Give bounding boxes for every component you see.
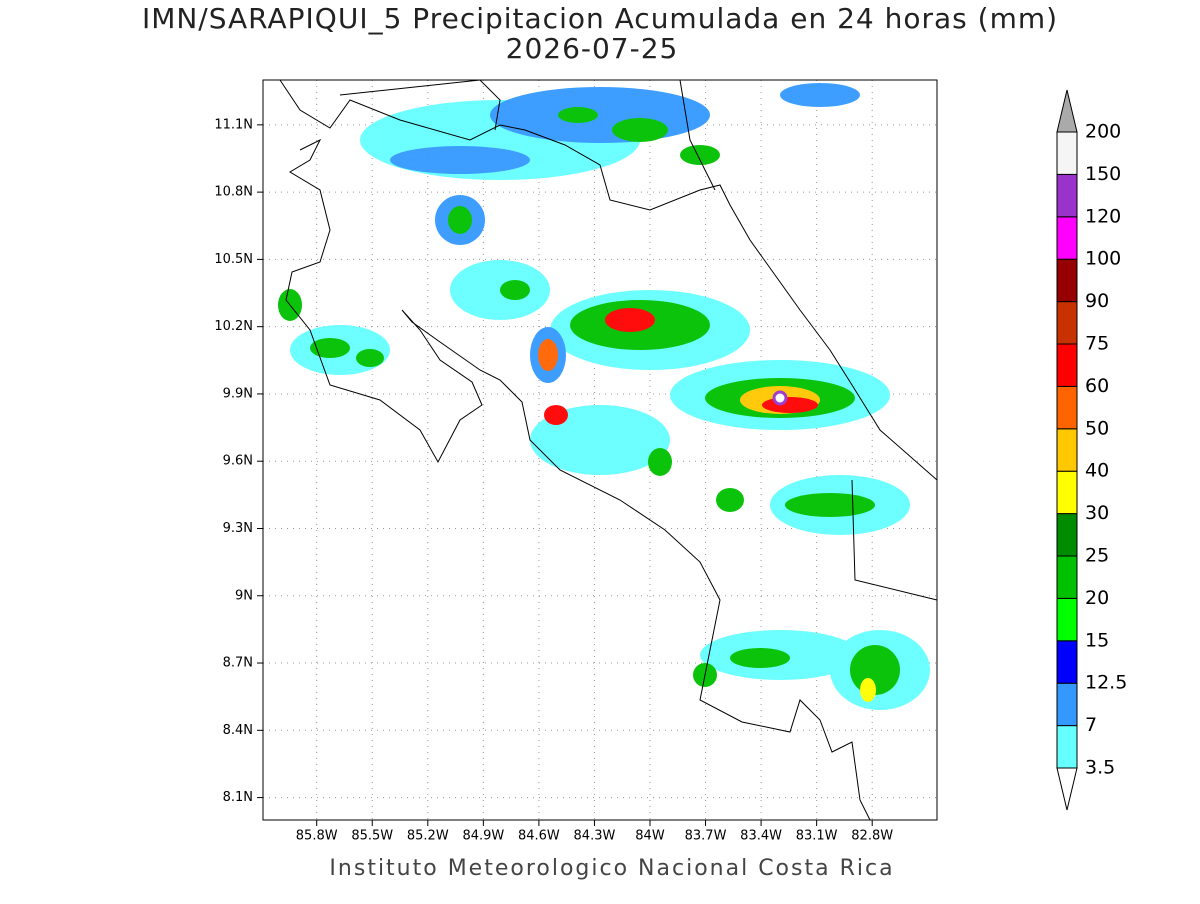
- rain-area: [605, 308, 655, 332]
- lat-label: 9.3N: [223, 521, 253, 536]
- colorbar: 3.5 7 12.5 15 20 25 30 40 50 60 75 90 100 120 150 200: [1056, 89, 1127, 811]
- border: [851, 479, 938, 601]
- rain-area: [356, 349, 384, 367]
- rain-area: [785, 493, 875, 517]
- precipitation: [278, 83, 930, 710]
- rain-area: [558, 107, 598, 123]
- coastline: [339, 79, 716, 191]
- rain-area: [716, 488, 744, 512]
- coastline: [285, 138, 871, 821]
- lon-label: 85.2W: [407, 829, 449, 844]
- coastline: [279, 79, 938, 481]
- lat-label: 10.8N: [214, 185, 253, 200]
- colorbar-box: [1056, 682, 1078, 727]
- rain-area: [448, 206, 472, 234]
- colorbar-label: 90: [1085, 290, 1109, 312]
- rain-area: [772, 390, 788, 406]
- lon-label: 84.6W: [518, 829, 560, 844]
- colorbar-box: [1056, 597, 1078, 642]
- rain-area: [612, 118, 668, 142]
- lat-label: 10.2N: [214, 319, 253, 334]
- colorbar-label: 30: [1085, 502, 1109, 524]
- lon-label: 83.1W: [796, 829, 838, 844]
- lon-label: 84.3W: [574, 829, 616, 844]
- colorbar-box: [1056, 555, 1078, 599]
- rain-area: [860, 678, 876, 702]
- rain-area: [648, 448, 672, 476]
- colorbar-box: [1056, 513, 1078, 557]
- lat-label: 8.4N: [223, 723, 253, 738]
- rain-area: [530, 405, 670, 475]
- colorbar-box: [1056, 428, 1078, 472]
- lon-label: 83.7W: [685, 829, 727, 844]
- lat-label: 10.5N: [214, 252, 253, 267]
- colorbar-label: 7: [1085, 714, 1097, 736]
- date: 2026-07-25: [506, 32, 679, 65]
- colorbar-label: 20: [1085, 587, 1109, 609]
- colorbar-box: [1056, 173, 1078, 218]
- rain-area: [310, 338, 350, 358]
- colorbar-box: [1056, 385, 1078, 430]
- footer: Instituto Meteorologico Nacional Costa R…: [329, 856, 894, 881]
- rain-area: [730, 648, 790, 668]
- lon-label: 85.8W: [296, 829, 338, 844]
- colorbar-box: [1056, 216, 1078, 260]
- colorbar-label: 3.5: [1085, 757, 1115, 779]
- rain-area: [538, 339, 558, 371]
- colorbar-label: 12.5: [1085, 672, 1127, 694]
- title: IMN/SARAPIQUI_5 Precipitacion Acumulada …: [142, 2, 1058, 35]
- colorbar-box: [1056, 343, 1078, 387]
- colorbar-label: 200: [1085, 121, 1121, 143]
- colorbar-box: [1056, 131, 1078, 175]
- map-frame: [262, 79, 938, 821]
- colorbar-label: 25: [1085, 545, 1109, 567]
- lon-label: 83.4W: [740, 829, 782, 844]
- rain-area: [500, 280, 530, 300]
- lat-label: 9.9N: [223, 386, 253, 401]
- lat-label: 9.6N: [223, 454, 253, 469]
- lat-label: 9N: [235, 588, 253, 603]
- rain-area: [680, 145, 720, 165]
- lat-label: 8.7N: [223, 656, 253, 671]
- colorbar-box: [1056, 301, 1078, 345]
- lon-label: 84.9W: [462, 829, 504, 844]
- rain-area: [490, 87, 710, 143]
- colorbar-label: 75: [1085, 333, 1109, 355]
- colorbar-box: [1056, 640, 1078, 684]
- colorbar-over: [1056, 89, 1078, 133]
- lon-label: 84W: [635, 829, 665, 844]
- coastlines: [279, 79, 938, 821]
- colorbar-box: [1056, 258, 1078, 303]
- colorbar-label: 60: [1085, 375, 1109, 397]
- colorbar-under: [1056, 767, 1078, 811]
- colorbar-label: 100: [1085, 248, 1121, 270]
- colorbar-label: 50: [1085, 417, 1109, 439]
- colorbar-box: [1056, 725, 1078, 769]
- lon-label: 85.5W: [351, 829, 393, 844]
- colorbar-box: [1056, 470, 1078, 515]
- colorbar-label: 40: [1085, 460, 1109, 482]
- colorbar-label: 120: [1085, 205, 1121, 227]
- rain-area: [544, 405, 568, 425]
- rain-area: [780, 83, 860, 107]
- lat-label: 8.1N: [223, 790, 253, 805]
- rain-area: [390, 146, 530, 174]
- lon-label: 82.8W: [851, 829, 893, 844]
- colorbar-label: 150: [1085, 163, 1121, 185]
- axes: 11.1N 10.8N 10.5N 10.2N 9.9N 9.6N 9.3N 9N 8.7N 8.…: [214, 117, 893, 843]
- lat-label: 11.1N: [214, 117, 253, 132]
- rain-area: [762, 397, 818, 413]
- colorbar-label: 15: [1085, 629, 1109, 651]
